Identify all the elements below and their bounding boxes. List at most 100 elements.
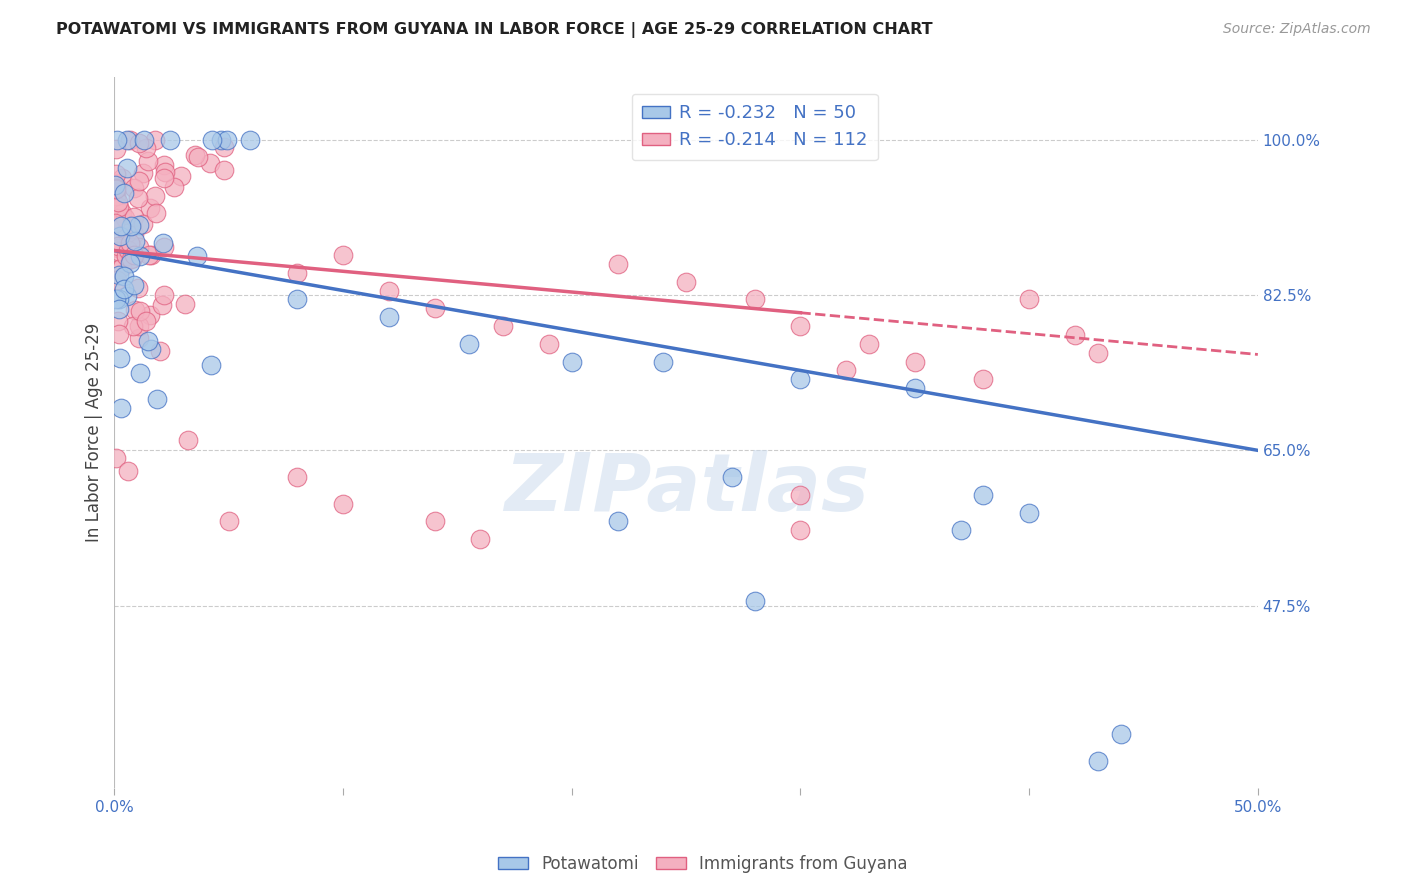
- Point: [378, 310, 401, 325]
- Point: [127, 281, 149, 295]
- Point: [159, 132, 181, 146]
- Point: [904, 354, 927, 368]
- Point: [112, 269, 135, 284]
- Point: [972, 488, 994, 502]
- Point: [115, 226, 138, 240]
- Text: Source: ZipAtlas.com: Source: ZipAtlas.com: [1223, 22, 1371, 37]
- Point: [789, 488, 811, 502]
- Point: [128, 136, 150, 150]
- Point: [139, 248, 162, 262]
- Point: [1109, 727, 1132, 741]
- Point: [120, 219, 142, 233]
- Point: [153, 158, 176, 172]
- Point: [153, 288, 176, 302]
- Point: [108, 200, 131, 214]
- Point: [143, 132, 166, 146]
- Point: [127, 191, 149, 205]
- Point: [132, 166, 155, 180]
- Point: [128, 331, 150, 345]
- Point: [285, 470, 308, 484]
- Point: [121, 252, 143, 266]
- Point: [198, 156, 221, 170]
- Point: [111, 206, 134, 220]
- Text: ZIPatlas: ZIPatlas: [503, 450, 869, 528]
- Point: [104, 142, 127, 156]
- Point: [835, 363, 858, 377]
- Point: [135, 141, 157, 155]
- Point: [174, 297, 197, 311]
- Point: [186, 250, 208, 264]
- Legend: R = -0.232   N = 50, R = -0.214   N = 112: R = -0.232 N = 50, R = -0.214 N = 112: [631, 94, 877, 161]
- Point: [124, 234, 146, 248]
- Point: [136, 334, 159, 348]
- Point: [117, 464, 139, 478]
- Point: [285, 266, 308, 280]
- Point: [332, 248, 354, 262]
- Point: [107, 244, 129, 259]
- Point: [121, 240, 143, 254]
- Point: [138, 154, 160, 169]
- Point: [124, 181, 146, 195]
- Point: [124, 303, 146, 318]
- Point: [332, 497, 354, 511]
- Point: [212, 163, 235, 178]
- Point: [606, 257, 628, 271]
- Point: [789, 319, 811, 334]
- Point: [122, 277, 145, 292]
- Point: [1064, 327, 1087, 342]
- Point: [122, 247, 145, 261]
- Point: [152, 235, 174, 250]
- Point: [1018, 506, 1040, 520]
- Point: [218, 515, 240, 529]
- Point: [105, 211, 128, 225]
- Text: POTAWATOMI VS IMMIGRANTS FROM GUYANA IN LABOR FORCE | AGE 25-29 CORRELATION CHAR: POTAWATOMI VS IMMIGRANTS FROM GUYANA IN …: [56, 22, 932, 38]
- Point: [143, 189, 166, 203]
- Point: [209, 132, 232, 146]
- Point: [111, 230, 134, 244]
- Point: [122, 211, 145, 225]
- Point: [117, 243, 139, 257]
- Point: [104, 181, 127, 195]
- Point: [170, 169, 193, 183]
- Point: [105, 272, 128, 286]
- Point: [112, 186, 135, 201]
- Point: [606, 515, 628, 529]
- Point: [139, 342, 162, 356]
- Point: [187, 150, 209, 164]
- Point: [492, 319, 515, 334]
- Point: [1018, 293, 1040, 307]
- Point: [118, 236, 141, 251]
- Point: [858, 336, 880, 351]
- Point: [110, 401, 132, 416]
- Point: [104, 189, 127, 203]
- Point: [184, 148, 207, 162]
- Point: [108, 268, 131, 282]
- Point: [239, 132, 262, 146]
- Point: [107, 301, 129, 316]
- Point: [110, 219, 132, 233]
- Point: [129, 367, 152, 381]
- Point: [457, 336, 479, 351]
- Point: [972, 372, 994, 386]
- Point: [561, 354, 583, 368]
- Point: [128, 218, 150, 232]
- Point: [675, 275, 697, 289]
- Y-axis label: In Labor Force | Age 25-29: In Labor Force | Age 25-29: [86, 323, 103, 542]
- Point: [108, 327, 131, 342]
- Point: [1087, 345, 1109, 359]
- Point: [128, 240, 150, 254]
- Point: [128, 319, 150, 334]
- Point: [378, 284, 401, 298]
- Point: [115, 161, 138, 176]
- Point: [152, 170, 174, 185]
- Point: [122, 227, 145, 241]
- Point: [128, 249, 150, 263]
- Point: [111, 170, 134, 185]
- Point: [285, 293, 308, 307]
- Point: [212, 140, 235, 154]
- Point: [108, 261, 131, 276]
- Point: [721, 470, 744, 484]
- Point: [139, 201, 162, 215]
- Point: [201, 132, 224, 146]
- Point: [111, 260, 134, 274]
